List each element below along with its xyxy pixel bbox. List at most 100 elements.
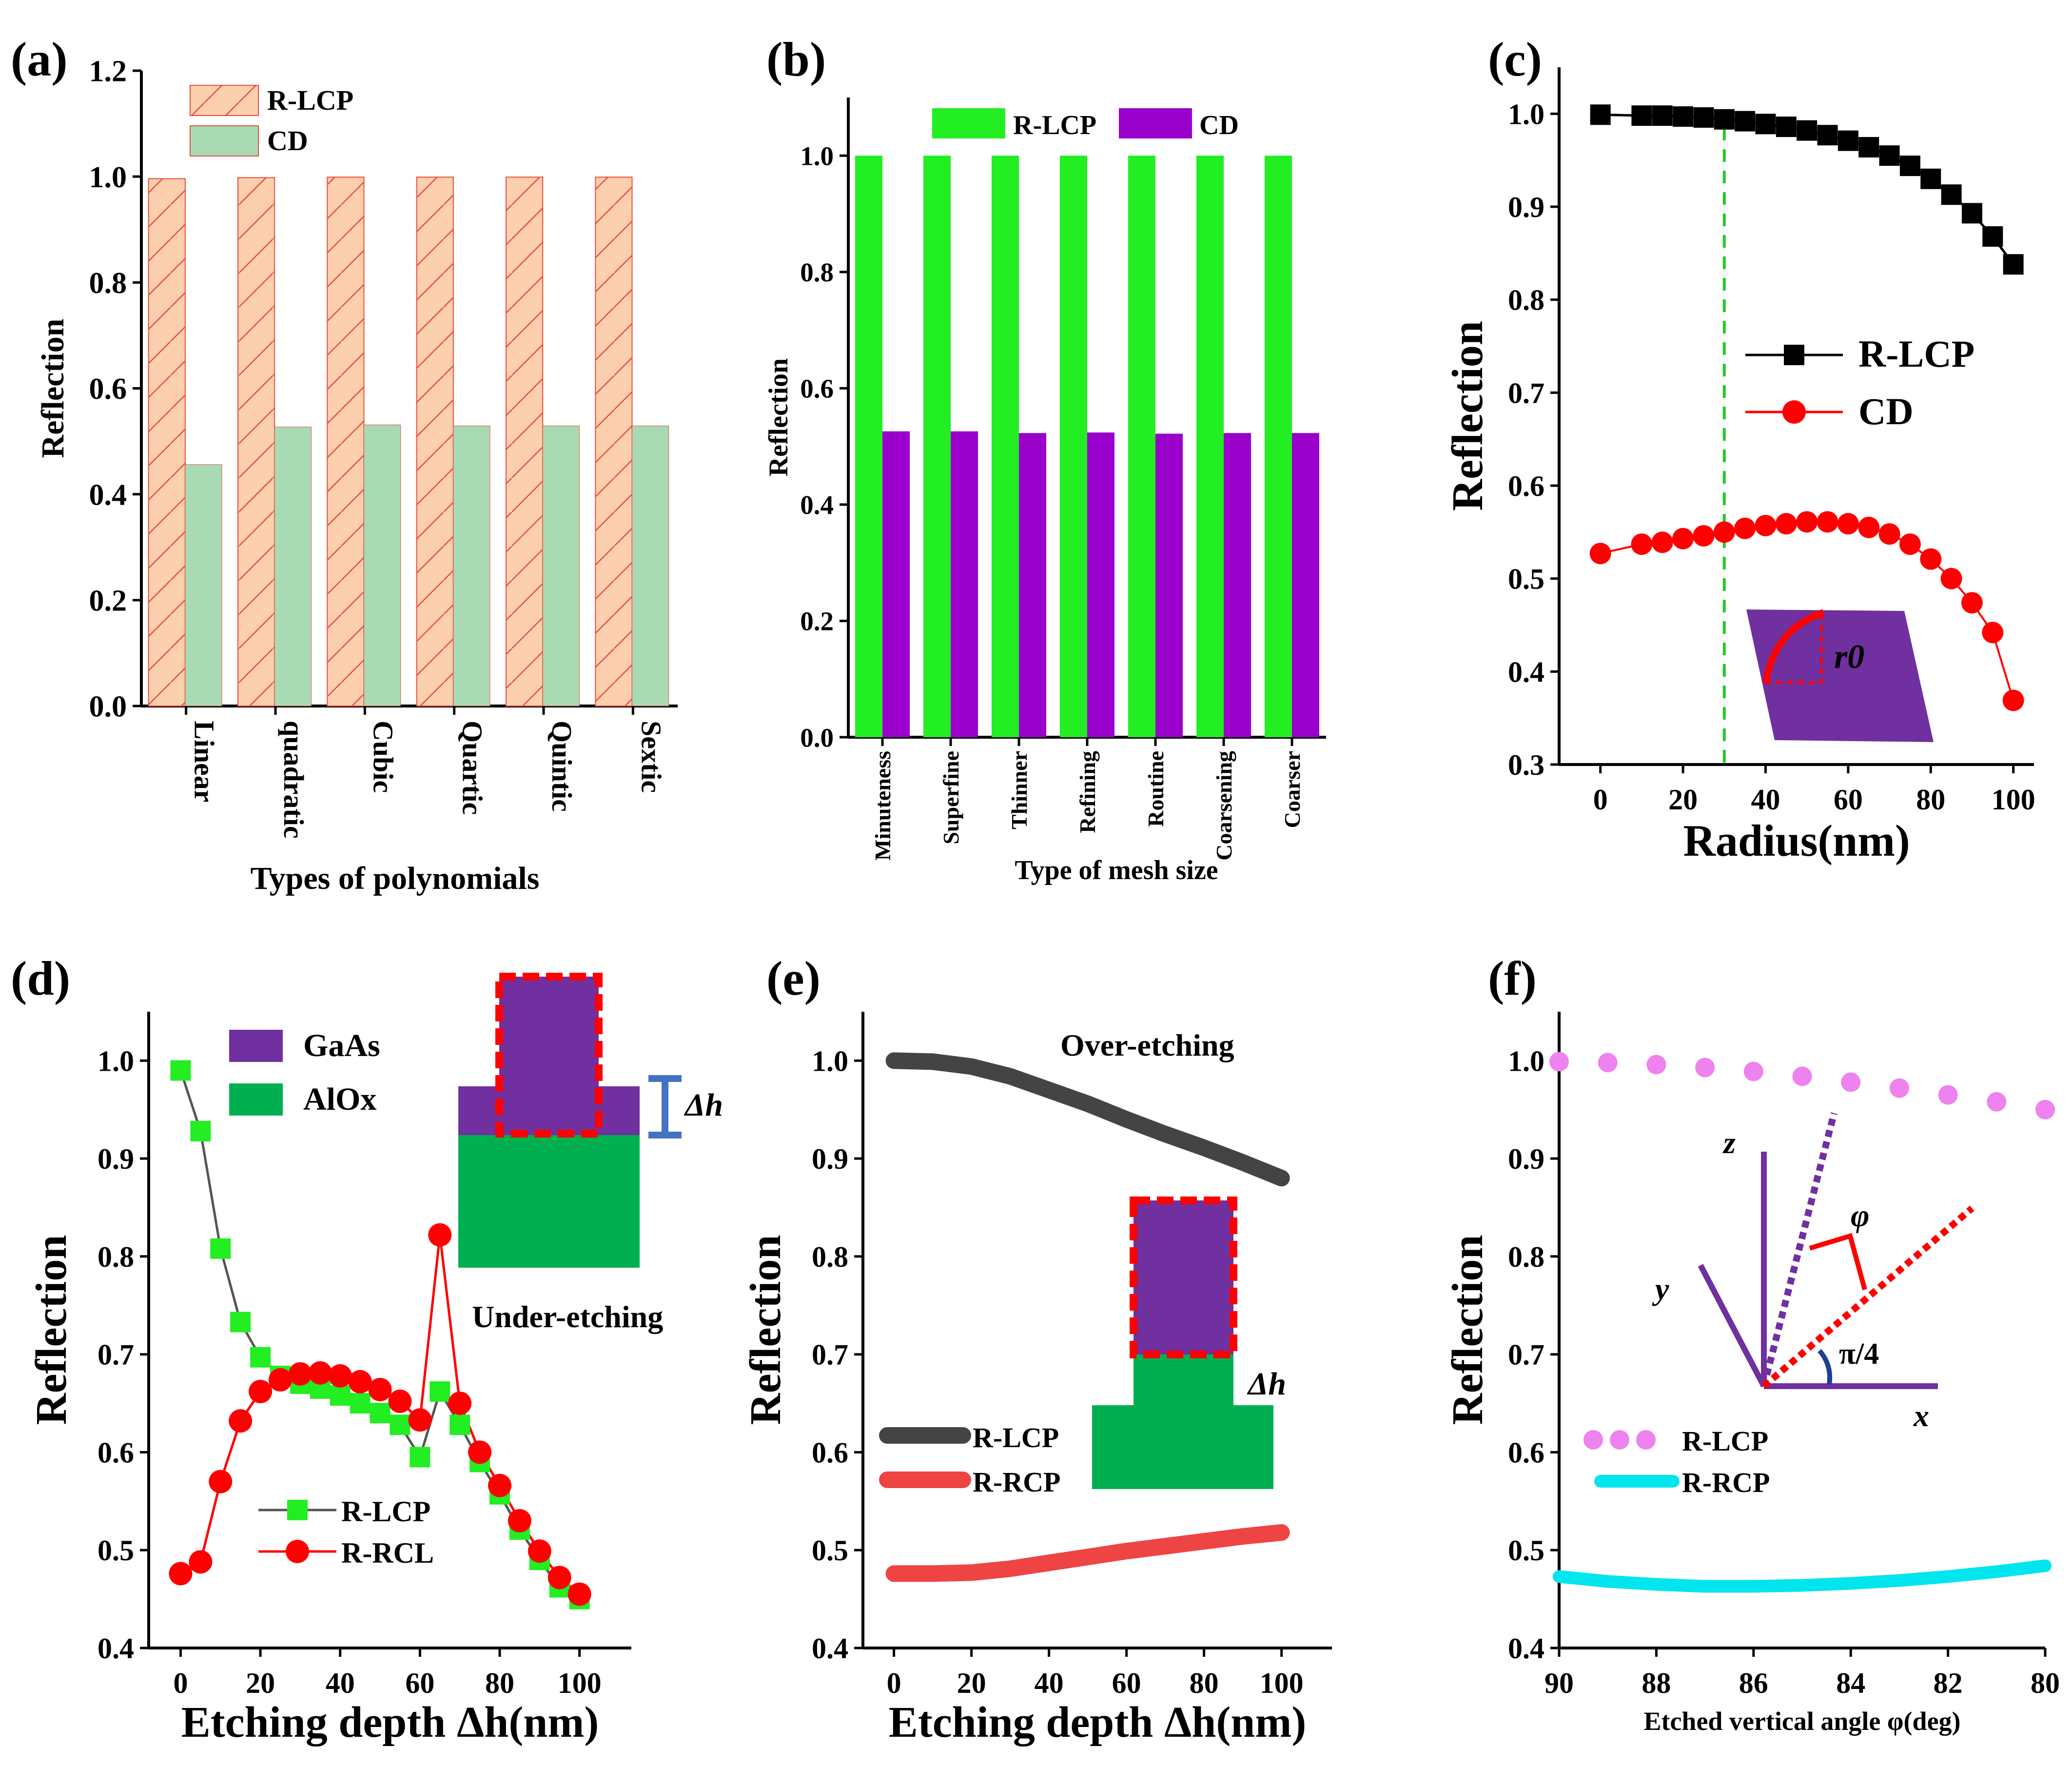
data-point-r-rcl <box>448 1392 472 1415</box>
bar-hatch <box>506 177 543 706</box>
y-tick-label: 1.0 <box>89 161 127 194</box>
legend-label-r-rcl: R-RCL <box>341 1537 434 1569</box>
data-point-r-lcp <box>170 1060 191 1081</box>
data-point-r-lcp <box>1961 203 1982 224</box>
x-tick-label: Coarsening <box>1212 751 1236 861</box>
legend-label-alox: AlOx <box>303 1081 376 1117</box>
data-point-r-lcp <box>1693 107 1714 128</box>
bar-r-lcp <box>1196 156 1224 738</box>
dashed-purple-line <box>1760 1112 1837 1387</box>
data-point-r-lcp <box>1841 1072 1861 1092</box>
x-tick-label: 40 <box>1751 784 1780 816</box>
bar-cd <box>951 431 978 737</box>
data-point-r-rcl <box>229 1409 253 1433</box>
x-tick-label: Linear <box>189 721 220 803</box>
data-point-cd <box>1817 511 1838 533</box>
y-tick-label: 0.9 <box>812 1143 848 1175</box>
x-tick-label: 100 <box>1992 784 2035 816</box>
data-point-r-rcl <box>288 1362 312 1386</box>
data-point-r-lcp <box>450 1414 470 1435</box>
data-point-r-lcp <box>390 1414 410 1435</box>
data-point-cd <box>1775 513 1797 535</box>
data-point-r-lcp <box>1776 117 1797 137</box>
inset-pillar <box>495 973 603 1138</box>
inset-stem <box>1134 1354 1233 1407</box>
data-point-r-rcl <box>249 1379 273 1403</box>
y-tick-label: 0.8 <box>98 1241 134 1273</box>
bar-hatch <box>595 177 632 706</box>
x-tick-label: 60 <box>1834 784 1863 816</box>
y-axis-title: Reflection <box>27 1235 76 1425</box>
y-tick-label: 0.4 <box>812 1632 848 1665</box>
y-tick-label: 0.4 <box>1508 656 1544 688</box>
bar-cd <box>274 427 312 706</box>
bar-r-lcp <box>1060 156 1087 738</box>
data-point-r-lcp <box>2003 254 2024 275</box>
inset-base <box>1092 1405 1273 1489</box>
inset-dashed-box <box>1766 612 1823 684</box>
y-tick-label: 0.0 <box>800 723 834 752</box>
inset-pillar <box>1130 1197 1237 1358</box>
data-point-r-lcp <box>1695 1058 1715 1078</box>
legend-marker-r-rcl <box>286 1540 309 1563</box>
data-point-cd <box>1961 592 1983 614</box>
data-point-r-lcp <box>1792 1066 1812 1086</box>
data-point-r-lcp <box>1590 104 1611 125</box>
data-point-cd <box>1899 533 1921 555</box>
x-tick-label: 80 <box>2031 1667 2060 1699</box>
data-point-r-lcp <box>1631 105 1652 126</box>
data-point-r-lcp <box>190 1120 211 1141</box>
x-tick-label: Coarser <box>1280 751 1305 828</box>
panel-label: (f) <box>1488 951 1537 1005</box>
legend-swatch-alox <box>229 1083 283 1116</box>
y-tick-label: 1.0 <box>812 1045 848 1077</box>
y-tick-label: 0.7 <box>812 1339 848 1371</box>
x-tick-label: 88 <box>1642 1667 1671 1699</box>
x-tick-label: 90 <box>1544 1667 1574 1699</box>
y-tick-label: 1.0 <box>1508 98 1544 130</box>
y-tick-label: 0.3 <box>1508 749 1544 781</box>
data-point-cd <box>1982 622 2004 644</box>
x-tick-label: 60 <box>405 1667 434 1699</box>
data-point-r-lcp <box>1755 114 1776 135</box>
x-tick-label: 80 <box>485 1667 514 1699</box>
inset-label-delta-h: Δh <box>1247 1366 1286 1402</box>
inset-alox-block <box>458 1135 640 1268</box>
x-tick-label: 20 <box>1668 784 1698 816</box>
data-point-r-lcp <box>2035 1099 2055 1119</box>
y-tick-label: 0.4 <box>800 490 834 520</box>
data-point-r-lcp <box>1714 109 1735 130</box>
data-point-r-lcp <box>1817 125 1838 146</box>
data-point-cd <box>1940 568 1962 589</box>
data-point-r-lcp <box>1899 156 1920 177</box>
data-point-cd <box>1920 548 1942 570</box>
y-tick-label: 0.6 <box>1508 470 1544 502</box>
data-point-r-rcl <box>169 1562 193 1586</box>
y-tick-label: 0.8 <box>800 257 834 287</box>
data-point-r-rcl <box>209 1470 233 1493</box>
data-point-r-rcl <box>368 1377 392 1401</box>
y-tick-label: 0.6 <box>800 374 834 404</box>
x-axis-title: Etching depth Δh(nm) <box>889 1698 1307 1746</box>
data-point-r-lcp <box>1743 1061 1763 1081</box>
legend-marker-r-lcp <box>1610 1430 1629 1450</box>
y-axis-title: Reflection <box>742 1235 790 1425</box>
x-tick-label: 100 <box>558 1667 602 1699</box>
legend-label-r-lcp: R-LCP <box>1858 333 1974 375</box>
y-tick-label: 0.8 <box>89 267 127 300</box>
x-axis-title: Etching depth Δh(nm) <box>181 1698 599 1746</box>
legend-label-r-lcp: R-LCP <box>341 1495 430 1528</box>
legend-label-gaas: GaAs <box>303 1028 380 1063</box>
y-tick-label: 0.4 <box>1508 1632 1544 1665</box>
legend-label-r-lcp: R-LCP <box>1682 1425 1768 1457</box>
x-axis-title: Etched vertical angle φ(deg) <box>1643 1707 1960 1736</box>
inset-parallelogram <box>1746 609 1934 742</box>
y-tick-label: 0.6 <box>1508 1436 1544 1469</box>
dashed-red-line <box>1761 1205 1974 1389</box>
axis-label-y: y <box>1652 1272 1669 1306</box>
y-tick-label: 0.7 <box>1508 1339 1544 1371</box>
bar-hatch <box>416 177 453 706</box>
data-point-r-rcl <box>567 1582 591 1606</box>
x-tick-label: 100 <box>1260 1667 1304 1699</box>
annotation-over-etching: Over-etching <box>1060 1028 1234 1062</box>
